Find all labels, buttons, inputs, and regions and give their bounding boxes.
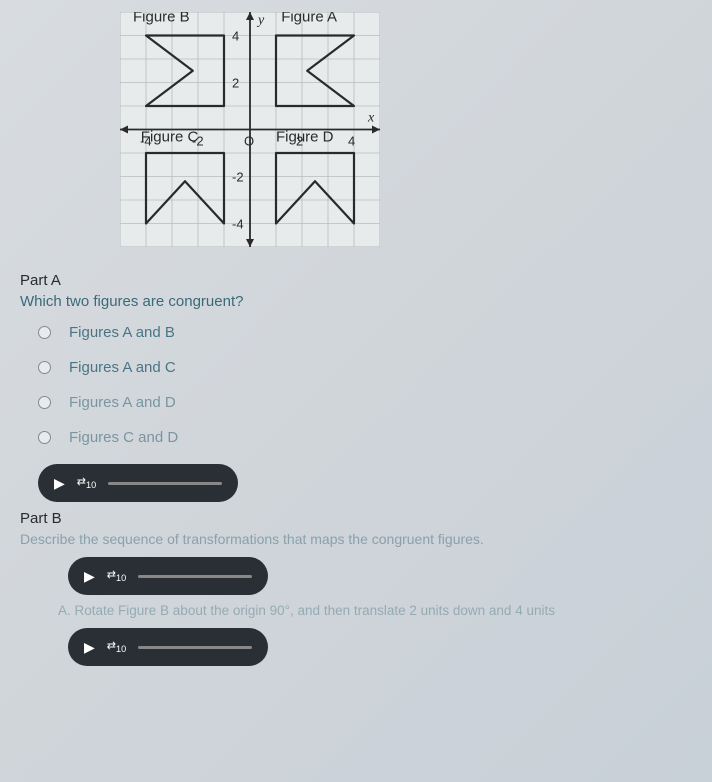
loop-icon[interactable]: ⇄10 <box>77 475 96 490</box>
option-row-0[interactable]: Figures A and B <box>38 324 692 341</box>
radio-1[interactable] <box>38 361 51 374</box>
svg-text:-2: -2 <box>232 170 244 185</box>
part-b-label: Part B <box>20 510 692 527</box>
svg-text:2: 2 <box>232 76 239 91</box>
play-icon[interactable]: ▶ <box>54 475 65 492</box>
radio-3[interactable] <box>38 431 51 444</box>
loop-icon[interactable]: ⇄10 <box>107 568 126 583</box>
coordinate-graph: yx-4-2O2442-2-4Figure BFigure AFigure CF… <box>120 12 692 252</box>
part-a-question: Which two figures are congruent? <box>20 293 692 310</box>
svg-text:y: y <box>256 13 265 28</box>
option-text-3: Figures C and D <box>69 429 178 446</box>
option-text-2: Figures A and D <box>69 394 176 411</box>
option-row-1[interactable]: Figures A and C <box>38 359 692 376</box>
svg-text:Figure B: Figure B <box>133 12 190 25</box>
graph-svg: yx-4-2O2442-2-4Figure BFigure AFigure CF… <box>120 12 380 247</box>
svg-text:Figure C: Figure C <box>141 128 199 145</box>
part-b-question: Describe the sequence of transformations… <box>20 531 692 547</box>
audio-track[interactable] <box>138 646 252 649</box>
option-text-0: Figures A and B <box>69 324 175 341</box>
play-icon[interactable]: ▶ <box>84 639 95 656</box>
option-row-2[interactable]: Figures A and D <box>38 394 692 411</box>
loop-icon[interactable]: ⇄10 <box>107 639 126 654</box>
svg-text:4: 4 <box>232 29 239 44</box>
option-row-3[interactable]: Figures C and D <box>38 429 692 446</box>
svg-text:Figure D: Figure D <box>276 128 334 145</box>
audio-player-2[interactable]: ▶ ⇄10 <box>68 557 268 595</box>
options-container: Figures A and B Figures A and C Figures A … <box>20 324 692 446</box>
radio-2[interactable] <box>38 396 51 409</box>
audio-player-3[interactable]: ▶ ⇄10 <box>68 628 268 666</box>
audio-track[interactable] <box>108 482 222 485</box>
part-a-label: Part A <box>20 272 692 289</box>
play-icon[interactable]: ▶ <box>84 568 95 585</box>
svg-text:O: O <box>244 134 254 149</box>
radio-0[interactable] <box>38 326 51 339</box>
svg-text:4: 4 <box>348 134 355 149</box>
option-text-1: Figures A and C <box>69 359 176 376</box>
audio-player-1[interactable]: ▶ ⇄10 <box>38 464 238 502</box>
answer-option-a[interactable]: A. Rotate Figure B about the origin 90°,… <box>58 603 692 618</box>
svg-text:x: x <box>367 111 375 126</box>
svg-text:-4: -4 <box>232 217 244 232</box>
svg-text:Figure A: Figure A <box>281 12 337 25</box>
audio-track[interactable] <box>138 575 252 578</box>
